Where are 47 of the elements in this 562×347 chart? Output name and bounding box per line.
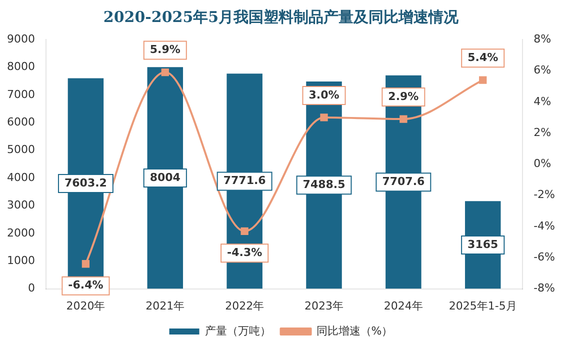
y-tick-label: 5000	[6, 143, 35, 156]
y2-tick-label: 6%	[534, 64, 552, 77]
x-tick-label: 2021年	[146, 299, 185, 312]
x-tick-label: 2022年	[225, 299, 264, 312]
data-label: -6.4%	[68, 278, 104, 292]
legend-label: 产量（万吨）	[204, 324, 271, 338]
data-label: 7707.6	[382, 174, 425, 188]
legend-label: 同比增速（%）	[316, 324, 393, 338]
y-tick-label: 2000	[6, 226, 35, 240]
chart-title: 2020-2025年5月我国塑料制品产量及同比增速情况	[102, 8, 460, 27]
point	[82, 260, 90, 268]
data-label: 5.4%	[468, 50, 498, 64]
y2-tick-label: 8%	[534, 32, 552, 46]
point	[479, 76, 487, 84]
y-tick-label: 8000	[6, 60, 35, 74]
data-label: -4.3%	[227, 246, 262, 260]
point	[400, 115, 408, 123]
y-tick-label: 1000	[6, 254, 35, 267]
data-label: 7603.2	[64, 176, 107, 190]
point	[161, 68, 169, 76]
y-tick-label: 6000	[6, 116, 35, 129]
y2-tick-label: 0%	[534, 157, 552, 170]
y-tick-label: 4000	[6, 170, 35, 184]
point	[320, 114, 328, 122]
y2-tick-label: 2%	[534, 126, 552, 139]
data-label: 7771.6	[223, 174, 266, 188]
y2-tick-label: -2%	[534, 188, 555, 202]
point	[240, 227, 248, 235]
y2-tick-label: 4%	[534, 94, 552, 108]
data-label: 2.9%	[388, 90, 419, 103]
y-tick-label: 0	[28, 282, 35, 295]
y-tick-label: 7000	[6, 88, 35, 101]
data-label: 7488.5	[302, 178, 346, 191]
y-tick-label: 3000	[6, 198, 35, 212]
x-tick-label: 2020年	[66, 299, 106, 312]
data-label: 8004	[150, 170, 181, 184]
y2-tick-label: -4%	[534, 219, 555, 232]
y-tick-label: 9000	[6, 32, 35, 46]
data-label: 5.9%	[150, 43, 180, 56]
y2-tick-label: -8%	[534, 282, 555, 295]
x-tick-label: 2025年1-5月	[448, 299, 517, 312]
x-tick-label: 2023年	[304, 299, 344, 312]
data-label: 3.0%	[308, 88, 340, 102]
bar	[147, 67, 184, 289]
x-tick-label: 2024年	[384, 299, 423, 312]
data-label: 3165	[468, 238, 498, 251]
y2-tick-label: -6%	[534, 250, 555, 264]
